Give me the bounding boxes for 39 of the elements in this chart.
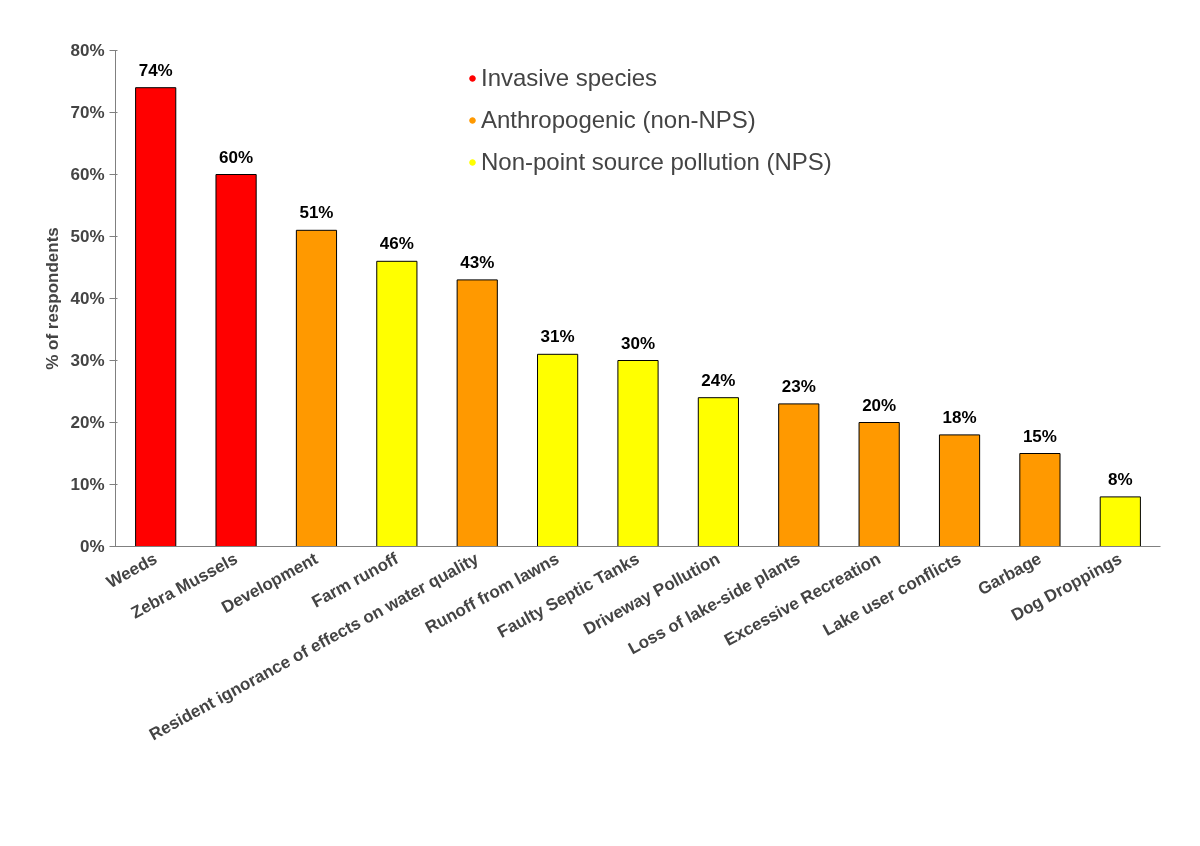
data-label: 24% [701,370,736,390]
y-tick-label: 70% [70,103,105,122]
y-tick-label: 0% [79,537,105,556]
data-label: 30% [620,333,656,353]
bar [295,229,338,547]
legend-label: Invasive species [481,64,658,92]
data-label: 60% [219,147,254,167]
y-tick-label: 40% [70,289,105,308]
data-label: 20% [862,395,897,415]
legend-label: Non-point source pollution (NPS) [481,148,832,176]
y-tick-label: 80% [70,41,105,60]
y-tick-label: 50% [70,227,105,246]
bar [778,403,820,547]
y-tick-label: 10% [70,475,105,494]
bar [1099,496,1141,547]
data-label: 23% [781,376,816,396]
y-tick-label: 60% [70,165,105,184]
data-label: 15% [1022,426,1057,446]
bar [376,260,418,547]
data-label: 8% [1108,469,1133,489]
bar [135,87,177,547]
bar [617,360,659,547]
data-label: 74% [138,60,173,80]
y-tick-label: 30% [70,351,105,370]
data-label: 46% [379,234,414,254]
bar [456,279,498,547]
data-label: 18% [942,407,977,427]
data-label: 31% [540,327,575,347]
y-tick-label: 20% [70,413,105,432]
data-label: 51% [299,203,334,223]
bar [938,434,981,547]
bar [215,174,257,547]
legend-label: Anthropogenic (non-NPS) [481,106,756,134]
bar [697,397,739,547]
bar [1019,453,1061,547]
y-axis-title: % of respondents [43,227,63,370]
bar [858,422,900,547]
bar [537,353,579,547]
data-label: 43% [460,252,495,272]
